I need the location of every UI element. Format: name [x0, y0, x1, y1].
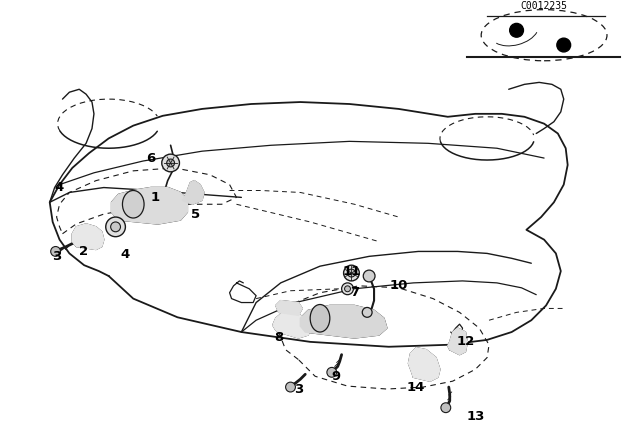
Circle shape	[348, 269, 355, 277]
Text: 4: 4	[121, 248, 130, 261]
Ellipse shape	[122, 190, 144, 218]
Polygon shape	[72, 224, 104, 250]
Circle shape	[111, 222, 120, 232]
Circle shape	[162, 154, 179, 172]
Circle shape	[344, 286, 351, 292]
Circle shape	[285, 382, 296, 392]
Text: 4: 4	[55, 181, 64, 194]
Polygon shape	[300, 306, 387, 338]
Text: C0012235: C0012235	[520, 0, 568, 11]
Text: 5: 5	[191, 207, 200, 220]
Text: 13: 13	[466, 410, 484, 423]
Polygon shape	[111, 188, 188, 224]
Text: 7: 7	[350, 286, 359, 299]
Text: 3: 3	[52, 250, 61, 263]
Text: 9: 9	[331, 370, 340, 383]
Circle shape	[342, 283, 353, 295]
Polygon shape	[448, 328, 467, 355]
Circle shape	[509, 23, 524, 37]
Text: 11: 11	[342, 265, 360, 278]
Text: 10: 10	[389, 280, 408, 293]
Text: 8: 8	[274, 332, 284, 345]
Text: 1: 1	[150, 191, 159, 204]
Circle shape	[51, 246, 61, 256]
Text: 2: 2	[79, 245, 88, 258]
Polygon shape	[276, 301, 302, 315]
Text: 12: 12	[456, 336, 475, 349]
Text: 3: 3	[294, 383, 303, 396]
Ellipse shape	[310, 305, 330, 332]
Circle shape	[557, 38, 571, 52]
Circle shape	[344, 265, 359, 281]
Circle shape	[166, 159, 175, 167]
Polygon shape	[182, 181, 204, 204]
Polygon shape	[408, 348, 440, 381]
Circle shape	[106, 217, 125, 237]
Circle shape	[441, 403, 451, 413]
Text: 14: 14	[406, 380, 424, 393]
Circle shape	[362, 307, 372, 317]
Text: 6: 6	[147, 151, 156, 164]
Circle shape	[364, 270, 375, 282]
Circle shape	[327, 367, 337, 377]
Polygon shape	[273, 312, 310, 338]
